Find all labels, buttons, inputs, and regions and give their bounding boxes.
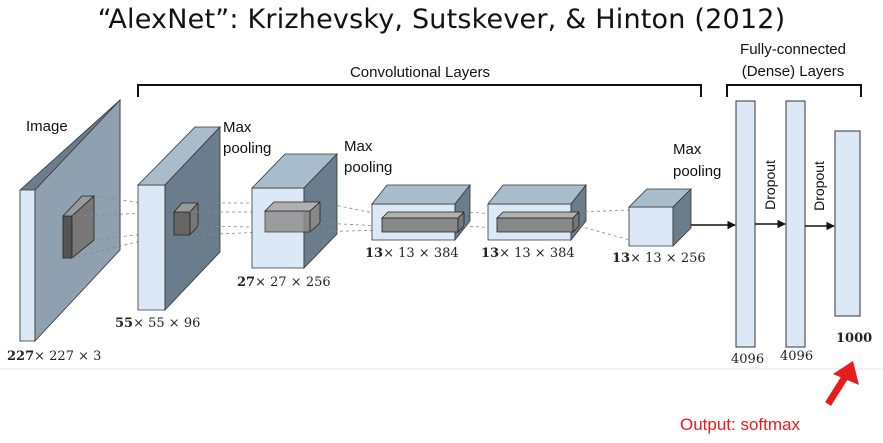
conv2-block (251, 153, 338, 269)
output-softmax-label: Output: softmax (680, 415, 800, 434)
conv5-dims: 13× 13 × 256 (612, 251, 706, 266)
dropout-1-label: Dropout (762, 160, 778, 210)
fc-layers-bracket (726, 84, 862, 97)
fc1-dims: 4096 (731, 352, 764, 367)
conv-layers-label: Convolutional Layers (350, 64, 490, 81)
output-arrow (825, 361, 859, 406)
max-pooling-1-line2: pooling (223, 140, 271, 157)
max-pooling-2-line1: Max (344, 138, 373, 155)
conv1-block (137, 125, 221, 312)
fc3-layer (834, 130, 861, 317)
input-dims: 227× 227 × 3 (7, 349, 101, 364)
conv2-dims: 27× 27 × 256 (237, 275, 331, 290)
fc2-layer (785, 100, 806, 348)
max-pooling-3-line2: pooling (673, 163, 721, 180)
conv4-dims: 13× 13 × 384 (481, 246, 575, 261)
projection-lines-5 (578, 209, 631, 241)
conv1-dims: 55× 55 × 96 (115, 316, 200, 331)
conv3-block (371, 183, 471, 242)
fc1-layer (735, 100, 756, 348)
max-pooling-3-line1: Max (673, 141, 702, 158)
max-pooling-1-line1: Max (223, 119, 252, 136)
diagram-title: “AlexNet”: Krizhevsky, Sutskever, & Hint… (97, 4, 786, 35)
max-pooling-2-line2: pooling (344, 159, 392, 176)
conv5-block (628, 188, 692, 247)
dropout-2-label: Dropout (811, 161, 827, 211)
fc2-dims: 4096 (780, 349, 813, 364)
image-label: Image (26, 118, 68, 135)
input-image-block (19, 98, 121, 343)
conv4-block (487, 183, 587, 242)
projection-lines-3 (309, 201, 384, 233)
fc3-dims: 1000 (836, 331, 872, 346)
fc-layers-label-line2: (Dense) Layers (742, 63, 845, 80)
conv-layers-bracket (137, 84, 702, 97)
fc-layers-label-line1: Fully-connected (740, 41, 846, 58)
conv3-dims: 13× 13 × 384 (365, 246, 459, 261)
